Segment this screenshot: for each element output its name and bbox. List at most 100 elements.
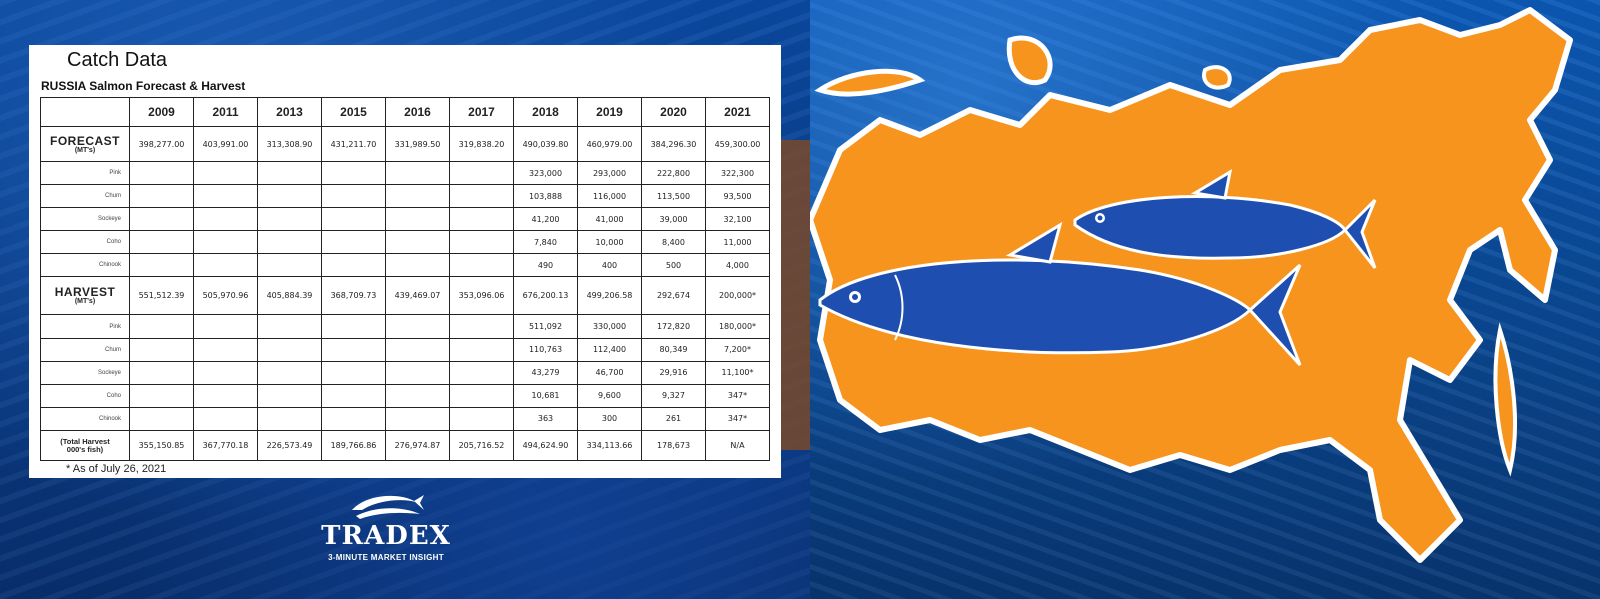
table-cell: 353,096.06 <box>449 276 514 316</box>
harvest-row: HARVEST (MT's) 551,512.39 505,970.96 405… <box>40 276 770 316</box>
table-cell <box>321 207 386 232</box>
year-header-row: 2009 2011 2013 2015 2016 2017 2018 2019 … <box>40 97 770 127</box>
species-label: Chum <box>40 337 130 362</box>
table-cell: 460,979.00 <box>577 126 642 162</box>
table-cell <box>321 253 386 278</box>
table-cell: 261 <box>641 406 706 432</box>
table-cell <box>257 360 322 385</box>
table-cell <box>449 360 514 385</box>
table-cell: 43,279 <box>513 360 578 385</box>
species-row: Sockeye 43,279 46,700 29,916 11,100* <box>40 360 770 385</box>
table-cell <box>257 406 322 432</box>
table-cell: 330,000 <box>577 314 642 339</box>
salmon-illustration-small <box>1073 168 1377 269</box>
table-cell <box>129 230 194 255</box>
island-small <box>1202 65 1232 90</box>
table-cell <box>257 160 322 186</box>
table-cell <box>385 207 450 232</box>
table-cell: 494,624.90 <box>513 430 578 461</box>
total-harvest-label: (Total Harvest 000's fish) <box>40 430 130 461</box>
species-label: Chum <box>40 184 130 209</box>
table-cell: 499,206.58 <box>577 276 642 316</box>
table-cell <box>129 383 194 408</box>
table-cell: 490 <box>513 253 578 278</box>
table-cell <box>129 314 194 339</box>
table-cell: 363 <box>513 406 578 432</box>
table-cell: 500 <box>641 253 706 278</box>
total-harvest-row: (Total Harvest 000's fish) 355,150.85 36… <box>40 430 770 461</box>
forecast-row: FORECAST (MT's) 398,277.00 403,991.00 31… <box>40 126 770 162</box>
table-cell <box>385 360 450 385</box>
table-cell <box>129 337 194 362</box>
table-cell <box>129 160 194 186</box>
tradex-logo: TRADEX 3-MINUTE MARKET INSIGHT <box>316 488 456 568</box>
table-cell <box>449 184 514 209</box>
table-cell <box>257 337 322 362</box>
year-header: 2009 <box>129 97 194 127</box>
table-cell <box>129 360 194 385</box>
year-header: 2018 <box>513 97 578 127</box>
species-row: Chum 110,763 112,400 80,349 7,200* <box>40 337 770 362</box>
table-cell <box>385 184 450 209</box>
table-cell <box>449 337 514 362</box>
table-cell: 189,766.86 <box>321 430 386 461</box>
table-cell <box>321 383 386 408</box>
table-cell <box>193 360 258 385</box>
table-cell <box>385 230 450 255</box>
table-cell <box>385 314 450 339</box>
table-cell: 403,991.00 <box>193 126 258 162</box>
table-cell: 39,000 <box>641 207 706 232</box>
table-cell: 551,512.39 <box>129 276 194 316</box>
table-cell <box>385 253 450 278</box>
table-cell <box>257 184 322 209</box>
table-cell: 323,000 <box>513 160 578 186</box>
year-header: 2021 <box>705 97 770 127</box>
table-cell: 313,308.90 <box>257 126 322 162</box>
panel-subtitle: RUSSIA Salmon Forecast & Harvest <box>41 79 246 93</box>
year-header: 2020 <box>641 97 706 127</box>
year-header: 2011 <box>193 97 258 127</box>
table-cell <box>321 160 386 186</box>
species-label: Pink <box>40 160 130 186</box>
harvest-label: HARVEST (MT's) <box>40 276 130 316</box>
table-cell <box>321 337 386 362</box>
table-cell <box>321 406 386 432</box>
novaya-zemlya-island <box>1006 35 1053 86</box>
table-cell: 9,600 <box>577 383 642 408</box>
table-cell: 226,573.49 <box>257 430 322 461</box>
table-cell: 4,000 <box>705 253 770 278</box>
year-header: 2017 <box>449 97 514 127</box>
table-cell: 41,200 <box>513 207 578 232</box>
table-cell: 398,277.00 <box>129 126 194 162</box>
table-cell: 367,770.18 <box>193 430 258 461</box>
table-cell: 300 <box>577 406 642 432</box>
table-cell: 368,709.73 <box>321 276 386 316</box>
forecast-label: FORECAST (MT's) <box>40 126 130 162</box>
table-cell <box>385 337 450 362</box>
table-cell: 32,100 <box>705 207 770 232</box>
table-cell <box>449 230 514 255</box>
table-cell: 116,000 <box>577 184 642 209</box>
table-cell: 334,113.66 <box>577 430 642 461</box>
table-cell <box>321 360 386 385</box>
table-cell <box>449 314 514 339</box>
salmon-illustration-large <box>818 221 1302 367</box>
table-cell <box>193 230 258 255</box>
table-cell: 347* <box>705 383 770 408</box>
table-cell: 112,400 <box>577 337 642 362</box>
species-row: Chinook 363 300 261 347* <box>40 406 770 432</box>
table-cell <box>193 184 258 209</box>
table-cell: 178,673 <box>641 430 706 461</box>
table-cell <box>449 253 514 278</box>
table-cell: 7,200* <box>705 337 770 362</box>
table-cell <box>449 207 514 232</box>
table-cell: 676,200.13 <box>513 276 578 316</box>
table-cell: 331,989.50 <box>385 126 450 162</box>
table-cell: 400 <box>577 253 642 278</box>
logo-tagline: 3-MINUTE MARKET INSIGHT <box>328 553 444 562</box>
species-row: Chinook 490 400 500 4,000 <box>40 253 770 278</box>
table-cell <box>129 253 194 278</box>
table-cell: 11,100* <box>705 360 770 385</box>
sakhalin-island <box>1493 322 1518 477</box>
corner-cell <box>40 97 130 127</box>
